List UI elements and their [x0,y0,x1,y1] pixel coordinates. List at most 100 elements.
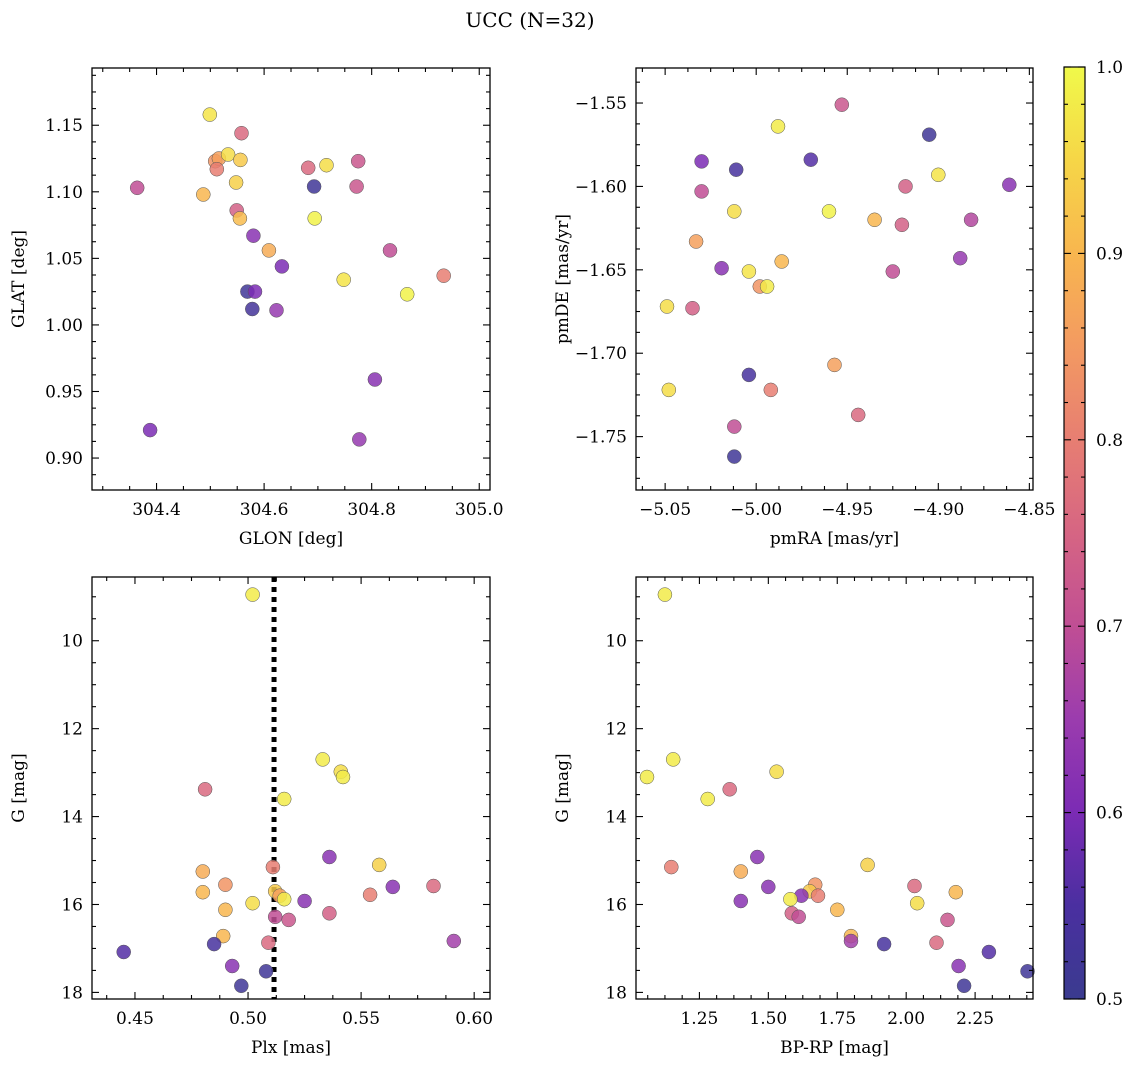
scatter-point [209,161,225,177]
scatter-point [350,153,366,169]
scatter-point [810,888,826,903]
y-tick-label: 1.00 [45,316,83,336]
scatter-point [769,764,784,779]
panel-bprp-g: 1.25 1.50 1.75 2.00 2.25 10 12 14 16 18 BP-RP [mag… [553,576,1035,1058]
scatter-point [269,303,284,318]
scatter-point [349,179,364,194]
scatter-point [232,211,248,226]
scatter-point [224,958,240,974]
panel-plx-g: 0.45 0.50 0.55 0.60 10 12 14 16 18 Plx [mas] G [ma… [9,576,493,1058]
scatter-point [300,160,316,176]
y-axis-label: pmDE [mas/yr] [553,214,573,344]
scatter-point [306,179,322,194]
scatter-point [700,791,715,807]
y-axis-label: G [mag] [9,753,29,822]
scatter-point [274,259,290,274]
x-axis-label: BP-RP [mag] [780,1038,889,1058]
colorbar-tick-label: 0.6 [1096,804,1123,824]
y-tick-label: 0.90 [45,449,83,469]
scatter-point [770,119,786,134]
scatter-point [116,944,131,960]
scatter-point [336,272,351,287]
y-tick-label: 18 [605,983,627,1003]
scatter-point [694,154,709,169]
scatter-point [307,211,322,226]
scatter-point [385,879,401,895]
scatter-point [894,217,910,233]
colorbar: 0.5 0.6 0.7 0.8 0.9 1.0 [1063,58,1123,1010]
y-tick-label: 16 [61,895,83,915]
scatter-point [315,752,330,767]
scatter-point [722,782,737,797]
x-tick-label: 0.55 [342,1009,380,1029]
scatter-point [661,382,677,398]
x-axis-label: pmRA [mas/yr] [770,529,899,549]
y-tick-label: 1.10 [45,183,83,203]
x-tick-label: 2.00 [887,1009,925,1029]
x-tick-label: 1.75 [818,1009,856,1029]
scatter-point [195,884,211,900]
scatter-point [659,299,675,314]
scatter-point [265,859,281,875]
scatter-point [860,857,875,873]
scatter-point [220,147,236,162]
scatter-point [940,912,955,928]
scatter-point [761,879,776,895]
x-tick-label: 1.25 [680,1009,718,1029]
scatter-point [664,859,679,875]
axes-frame [635,576,1034,1000]
scatter-point [267,909,283,925]
scatter-point [948,884,964,900]
y-tick-label: 1.05 [45,249,83,269]
scatter-point [319,157,334,173]
x-tick-label: 305.0 [455,500,504,520]
scatter-point [956,978,972,994]
y-tick-label: 12 [605,720,627,740]
scatter-point [382,243,398,258]
scatter-point [657,587,673,602]
scatter-point [129,180,145,196]
scatter-point [803,152,819,167]
figure-title: UCC (N=32) [465,8,594,32]
colorbar-tick-label: 0.7 [1096,617,1123,637]
scatter-point [981,944,997,960]
scatter-point [142,422,158,438]
scatter-point [426,878,441,894]
y-tick-label: 12 [61,720,83,740]
scatter-point [907,878,922,894]
y-tick-label: −1.75 [575,428,627,448]
scatter-point [830,902,845,918]
x-axis-label: GLON [deg] [239,529,343,549]
colorbar-tick-label: 0.8 [1096,431,1123,451]
scatter-point [245,587,260,602]
scatter-point [197,782,213,797]
x-tick-label: 304.4 [132,500,181,520]
scatter-point [827,357,842,373]
scatter-point [258,964,274,979]
x-tick-label: 304.8 [347,500,396,520]
y-tick-label: −1.65 [575,261,627,281]
x-tick-label: −4.90 [912,500,964,520]
scatter-point [931,167,946,183]
scatter-point [783,891,798,907]
y-axis-label: G [mag] [553,753,573,822]
scatter-point [218,877,233,892]
x-tick-label: −5.05 [639,500,691,520]
scatter-point [281,912,296,928]
scatter-point [261,243,277,258]
scatter-point [727,204,742,219]
x-tick-label: 1.50 [749,1009,787,1029]
scatter-point [352,432,367,447]
y-tick-label: 0.95 [45,382,83,402]
scatter-point [821,204,837,219]
scatter-point [898,179,913,194]
scatter-point [195,864,211,879]
scatter-point [727,449,742,464]
scatter-point [1002,177,1017,193]
scatter-point [741,367,757,383]
scatter-point [233,152,248,168]
scatter-point [234,125,249,141]
scatter-point [218,902,233,918]
scatter-point [196,187,211,202]
